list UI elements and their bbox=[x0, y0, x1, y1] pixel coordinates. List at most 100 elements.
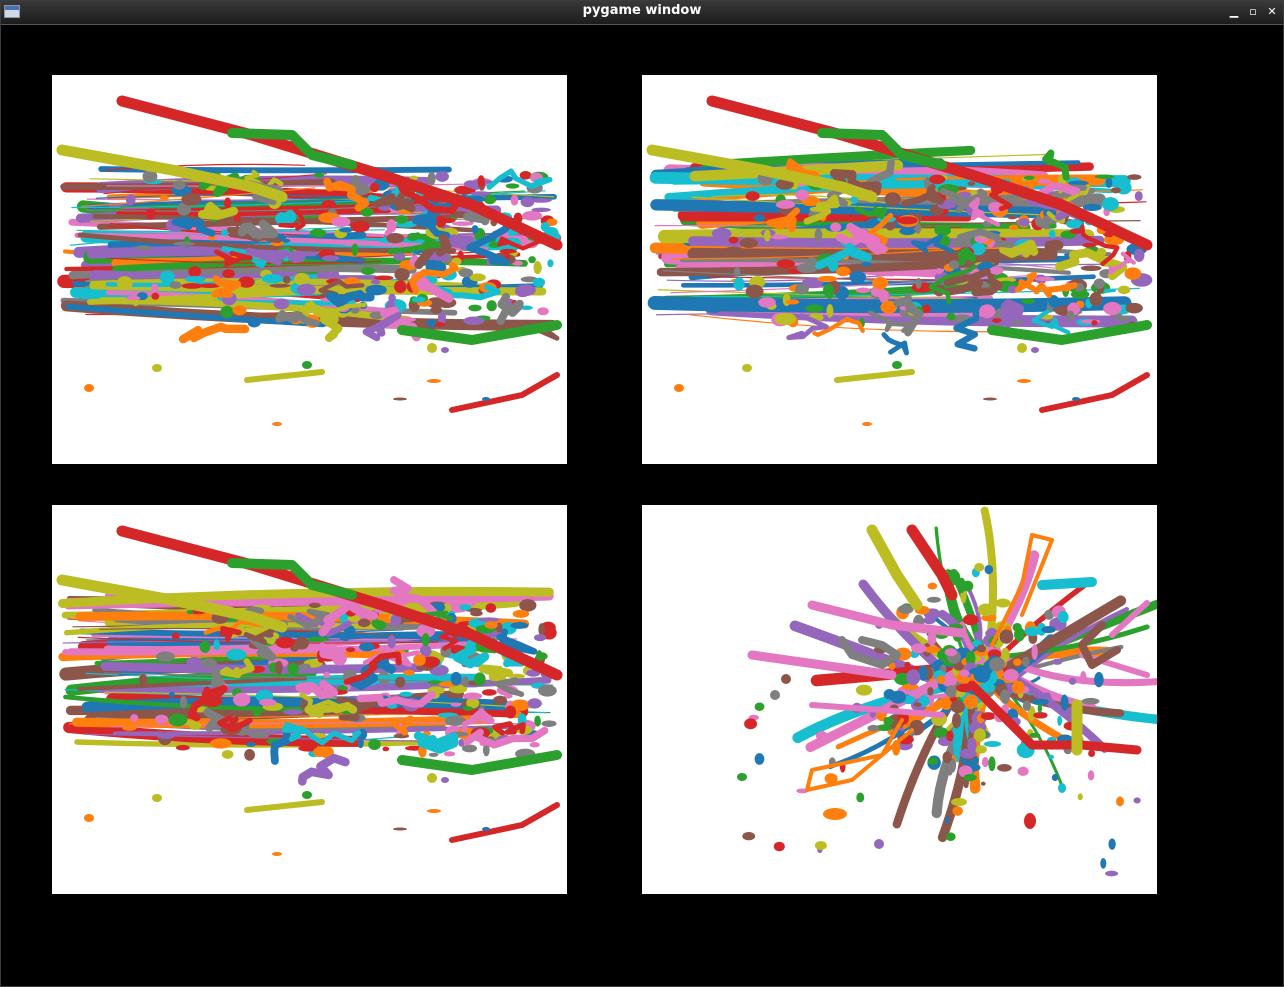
trajectory-blob bbox=[1082, 203, 1102, 212]
trajectory-blob bbox=[211, 676, 225, 688]
trajectory-blob bbox=[357, 618, 371, 628]
trajectory-blob bbox=[313, 172, 324, 178]
trajectory-blob bbox=[1011, 320, 1024, 325]
trajectory-blob bbox=[1066, 219, 1083, 229]
trajectory-blob bbox=[816, 730, 828, 742]
trajectory-blob bbox=[220, 305, 234, 319]
trajectory-line bbox=[227, 128, 357, 170]
trajectory-blob bbox=[232, 305, 247, 316]
trajectory-line bbox=[838, 636, 901, 669]
maximize-icon[interactable]: ▫ bbox=[1249, 5, 1257, 18]
trajectory-plot bbox=[56, 95, 563, 426]
trajectory-squiggle bbox=[243, 627, 276, 645]
trajectory-blob bbox=[269, 283, 291, 288]
trajectory-blob bbox=[209, 738, 232, 749]
trajectory-blob bbox=[485, 603, 497, 613]
trajectory-blob bbox=[541, 720, 557, 728]
minimize-icon[interactable]: ▁ bbox=[1229, 5, 1239, 18]
trajectory-line bbox=[106, 257, 382, 264]
trajectory-blob bbox=[999, 629, 1014, 644]
trajectory-squiggle bbox=[228, 225, 276, 242]
trajectory-blob bbox=[795, 189, 809, 201]
pygame-canvas[interactable] bbox=[1, 25, 1283, 986]
trajectory-squiggle bbox=[1042, 149, 1070, 181]
trajectory-squiggle bbox=[867, 310, 919, 333]
trajectory-blob bbox=[186, 610, 194, 615]
trajectory-blob bbox=[450, 671, 462, 686]
trajectory-blob bbox=[154, 714, 169, 724]
trajectory-blob bbox=[946, 312, 956, 321]
trajectory-line bbox=[809, 702, 945, 718]
trajectory-squiggle bbox=[304, 701, 358, 719]
trajectory-blob bbox=[520, 305, 533, 311]
trajectory-blob bbox=[1100, 857, 1107, 869]
trajectory-blob bbox=[458, 268, 474, 278]
trajectory-blob bbox=[84, 384, 94, 392]
trajectory-blob bbox=[995, 598, 1011, 608]
trajectory-squiggle bbox=[785, 158, 824, 184]
trajectory-blob bbox=[462, 706, 473, 711]
trajectory-squiggle bbox=[418, 256, 447, 279]
trajectory-blob bbox=[116, 276, 133, 290]
trajectory-blob bbox=[1034, 276, 1055, 282]
trajectory-blob bbox=[272, 852, 282, 856]
trajectory-blob bbox=[973, 667, 991, 683]
trajectory-blob bbox=[901, 683, 919, 690]
trajectory-blob bbox=[872, 276, 889, 290]
trajectory-blob bbox=[482, 743, 490, 757]
close-icon[interactable]: ✕ bbox=[1267, 5, 1277, 18]
trajectory-blob bbox=[448, 684, 468, 694]
trajectory-blob bbox=[929, 174, 946, 185]
trajectory-line bbox=[116, 525, 563, 681]
trajectory-blob bbox=[510, 622, 529, 629]
trajectory-squiggle bbox=[413, 731, 459, 754]
trajectory-blob bbox=[822, 284, 834, 297]
trajectory-blob bbox=[347, 615, 361, 622]
trajectory-line bbox=[1109, 600, 1150, 638]
trajectory-blob bbox=[454, 185, 476, 195]
trajectory-blob bbox=[247, 318, 261, 328]
trajectory-blob bbox=[538, 684, 557, 697]
trajectory-blob bbox=[435, 215, 447, 228]
trajectory-blob bbox=[950, 700, 966, 714]
trajectory-squiggle bbox=[911, 234, 955, 254]
trajectory-blob bbox=[382, 746, 390, 752]
trajectory-blob bbox=[945, 815, 950, 825]
trajectory-blob bbox=[922, 616, 936, 625]
trajectory-blob bbox=[1007, 215, 1018, 220]
trajectory-blob bbox=[927, 692, 934, 707]
trajectory-blob bbox=[211, 667, 221, 680]
trajectory-blob bbox=[1031, 347, 1039, 353]
trajectory-blob bbox=[345, 647, 356, 653]
trajectory-line bbox=[706, 95, 1153, 251]
trajectory-blob bbox=[933, 727, 949, 739]
trajectory-blob bbox=[1044, 240, 1052, 253]
title-bar[interactable]: pygame window ▁ ▫ ✕ bbox=[0, 0, 1284, 25]
trajectory-blob bbox=[1094, 671, 1104, 688]
trajectory-squiggle bbox=[463, 726, 549, 749]
trajectory-blob bbox=[1091, 320, 1098, 326]
trajectory-blob bbox=[441, 347, 449, 353]
trajectory-blob bbox=[1080, 265, 1102, 272]
trajectory-line bbox=[98, 297, 412, 324]
trajectory-blob bbox=[293, 272, 310, 286]
trajectory-blob bbox=[940, 698, 952, 710]
trajectory-blob bbox=[159, 270, 175, 285]
trajectory-line bbox=[64, 622, 381, 636]
trajectory-blob bbox=[745, 284, 764, 299]
trajectory-blob bbox=[536, 652, 548, 661]
trajectory-blob bbox=[232, 692, 251, 707]
trajectory-blob bbox=[775, 178, 794, 190]
trajectory-blob bbox=[357, 738, 364, 749]
trajectory-blob bbox=[1041, 625, 1056, 634]
trajectory-blob bbox=[1134, 191, 1143, 202]
trajectory-squiggle bbox=[237, 219, 279, 240]
trajectory-blob bbox=[452, 221, 474, 226]
trajectory-blob bbox=[351, 243, 359, 256]
trajectory-blob bbox=[461, 744, 478, 753]
trajectory-blob bbox=[458, 738, 465, 747]
trajectory-blob bbox=[175, 744, 190, 751]
trajectory-blob bbox=[924, 646, 941, 654]
trajectory-blob bbox=[878, 289, 890, 304]
trajectory-blob bbox=[1024, 626, 1040, 637]
